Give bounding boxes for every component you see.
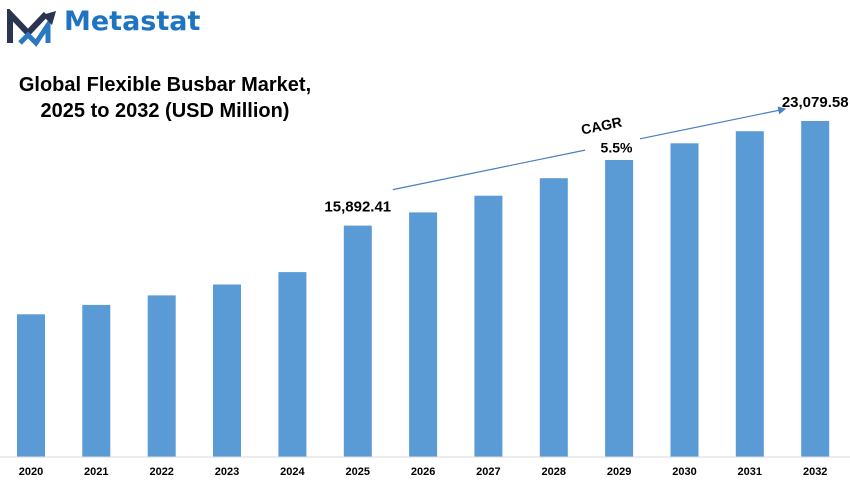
data-label-2032: 23,079.58 bbox=[782, 94, 849, 111]
bar-2032 bbox=[801, 121, 830, 457]
x-tick-label-2028: 2028 bbox=[542, 466, 566, 478]
x-tick-label-2023: 2023 bbox=[215, 466, 239, 478]
bar-2027 bbox=[474, 195, 503, 457]
bar-2021 bbox=[82, 304, 111, 457]
cagr-value: 5.5% bbox=[601, 140, 633, 156]
metastat-m-logo-icon bbox=[7, 9, 56, 47]
bar-2030 bbox=[670, 143, 699, 458]
bar-2025 bbox=[343, 225, 372, 457]
bar-2024 bbox=[278, 272, 307, 457]
bar-2026 bbox=[409, 212, 438, 457]
cagr-arrow-line-start bbox=[392, 149, 586, 191]
x-tick-label-2032: 2032 bbox=[803, 466, 827, 478]
x-tick-label-2020: 2020 bbox=[19, 466, 43, 478]
bar-2022 bbox=[147, 295, 176, 457]
x-tick-label-2021: 2021 bbox=[84, 466, 108, 478]
cagr-arrow-line-end bbox=[639, 106, 787, 140]
bar-2031 bbox=[735, 131, 764, 457]
chart-title-line-1: Global Flexible Busbar Market, bbox=[18, 74, 312, 96]
x-tick-label-2029: 2029 bbox=[607, 466, 631, 478]
x-tick-label-2024: 2024 bbox=[280, 466, 305, 478]
bar-2020 bbox=[17, 314, 45, 457]
bar-2029 bbox=[605, 160, 634, 457]
x-tick-label-2025: 2025 bbox=[346, 466, 370, 478]
cagr-label: CAGR bbox=[580, 114, 624, 138]
bar-2028 bbox=[539, 178, 568, 457]
x-tick-label-2022: 2022 bbox=[149, 466, 173, 478]
brand-name: Metastat bbox=[64, 6, 201, 37]
x-tick-label-2030: 2030 bbox=[672, 466, 696, 478]
chart-title-line-2: 2025 to 2032 (USD Million) bbox=[40, 100, 290, 122]
bar-2023 bbox=[213, 284, 241, 457]
brand-logo bbox=[6, 8, 62, 48]
data-label-2025: 15,892.41 bbox=[324, 199, 391, 216]
x-tick-label-2027: 2027 bbox=[476, 466, 500, 478]
x-tick-label-2031: 2031 bbox=[738, 466, 762, 478]
x-tick-label-2026: 2026 bbox=[411, 466, 435, 478]
chart-title: Global Flexible Busbar Market, 2025 to 2… bbox=[0, 72, 330, 124]
